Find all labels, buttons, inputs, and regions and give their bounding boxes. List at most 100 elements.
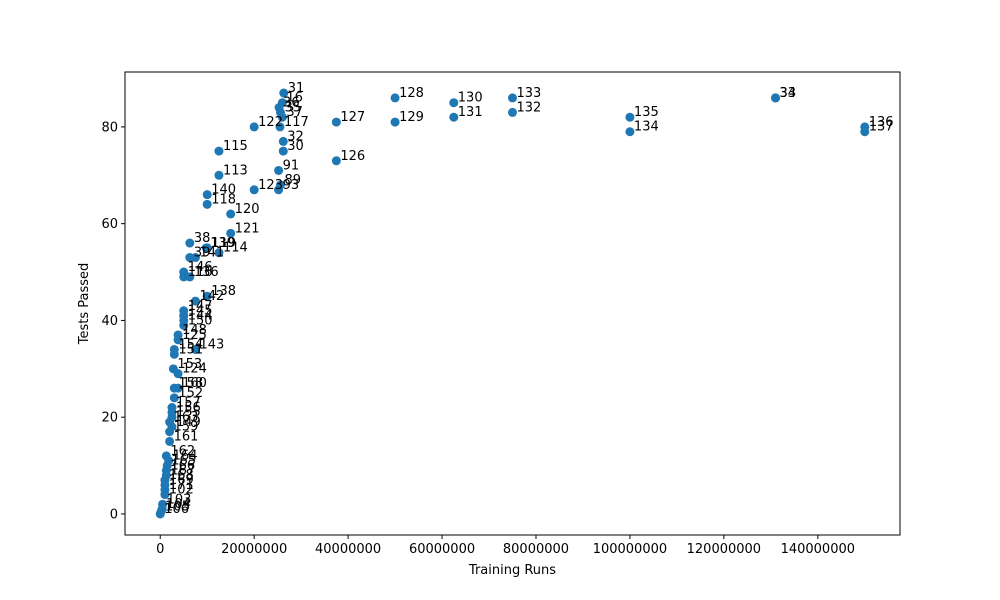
point-label: 16 <box>286 91 303 106</box>
point-label: 105 <box>165 500 190 515</box>
point-label: 91 <box>283 158 300 173</box>
data-point <box>190 296 200 306</box>
point-label: 123 <box>258 178 283 193</box>
point-label: 146 <box>188 260 213 275</box>
data-point <box>169 393 179 403</box>
point-label: 38 <box>194 231 211 246</box>
data-point <box>279 88 289 98</box>
point-label: 143 <box>199 337 224 352</box>
data-point <box>390 117 400 127</box>
point-label: 122 <box>258 115 283 130</box>
point-label: 93 <box>283 178 300 193</box>
y-tick-label: 60 <box>101 217 118 232</box>
axes-frame <box>124 71 901 536</box>
point-label: 34 <box>780 86 797 101</box>
point-label: 148 <box>182 323 207 338</box>
point-label: 139 <box>210 236 235 251</box>
data-point <box>274 165 284 175</box>
point-label: 157 <box>176 396 201 411</box>
data-point <box>625 127 635 137</box>
point-label: 168 <box>169 468 194 483</box>
point-label: 137 <box>869 120 894 135</box>
point-label: 30 <box>287 139 304 154</box>
point-label: 151 <box>178 342 203 357</box>
x-tick-label: 40000000 <box>315 542 381 557</box>
point-label: 162 <box>170 444 195 459</box>
point-label: 136 <box>869 115 894 130</box>
x-tick-label: 140000000 <box>781 542 855 557</box>
point-label: 134 <box>634 120 659 135</box>
point-label: 125 <box>182 328 207 343</box>
point-label: 129 <box>399 110 424 125</box>
data-point <box>278 146 288 156</box>
x-axis-ticks: 0 20000000 40000000 60000000 80000000 1000000… <box>156 535 855 557</box>
data-point <box>190 344 200 354</box>
point-label: 116 <box>188 265 213 280</box>
point-label: 160 <box>182 376 207 391</box>
data-point <box>155 509 165 519</box>
point-label: 102 <box>169 483 194 498</box>
point-label: 36 <box>283 96 300 111</box>
point-label: 120 <box>235 202 260 217</box>
point-label: 121 <box>235 221 260 236</box>
point-label: 132 <box>517 100 542 115</box>
data-point <box>160 490 170 500</box>
point-label: 147 <box>188 299 213 314</box>
point-label: 152 <box>178 386 203 401</box>
x-tick-label: 0 <box>156 542 164 557</box>
point-label: 33 <box>780 86 797 101</box>
y-tick-label: 40 <box>101 314 118 329</box>
point-label: 163 <box>174 410 199 425</box>
point-label: 149 <box>176 415 201 430</box>
y-tick-label: 0 <box>110 507 118 522</box>
data-point <box>274 185 284 195</box>
point-label: 144 <box>188 308 213 323</box>
point-label: 124 <box>182 362 207 377</box>
point-label: 138 <box>211 284 236 299</box>
data-point <box>249 185 259 195</box>
point-label: 153 <box>177 357 202 372</box>
data-point <box>226 228 236 238</box>
point-label: 89 <box>284 173 301 188</box>
point-label: 32 <box>287 129 304 144</box>
data-point <box>173 383 183 393</box>
data-point <box>625 112 635 122</box>
data-point <box>173 335 183 345</box>
point-label: 118 <box>211 192 236 207</box>
marks-layer <box>155 88 870 519</box>
data-point <box>226 209 236 219</box>
data-point <box>185 272 195 282</box>
point-label: 167 <box>170 463 195 478</box>
data-point <box>190 253 200 263</box>
point-label: 39 <box>194 246 211 261</box>
point-label: 113 <box>223 163 248 178</box>
data-point <box>185 238 195 248</box>
point-label: 161 <box>174 429 199 444</box>
point-label: 142 <box>199 289 224 304</box>
data-point <box>449 98 459 108</box>
x-tick-label: 20000000 <box>221 542 287 557</box>
data-point <box>202 190 212 200</box>
data-point <box>165 427 175 437</box>
point-label: 114 <box>223 241 248 256</box>
x-axis-title: Training Runs <box>468 563 556 578</box>
data-point <box>249 122 259 132</box>
point-label: 131 <box>458 105 483 120</box>
x-tick-label: 60000000 <box>409 542 475 557</box>
point-label: 130 <box>458 91 483 106</box>
data-point <box>165 436 175 446</box>
data-point <box>214 170 224 180</box>
point-label: 35 <box>284 100 301 115</box>
point-label: 128 <box>399 86 424 101</box>
data-point <box>331 117 341 127</box>
point-label: 106 <box>164 502 189 517</box>
data-point <box>214 146 224 156</box>
point-label: 141 <box>199 246 224 261</box>
x-tick-label: 100000000 <box>593 542 667 557</box>
data-point <box>275 122 285 132</box>
point-label: 166 <box>170 458 195 473</box>
data-point <box>449 112 459 122</box>
data-point <box>508 107 517 117</box>
